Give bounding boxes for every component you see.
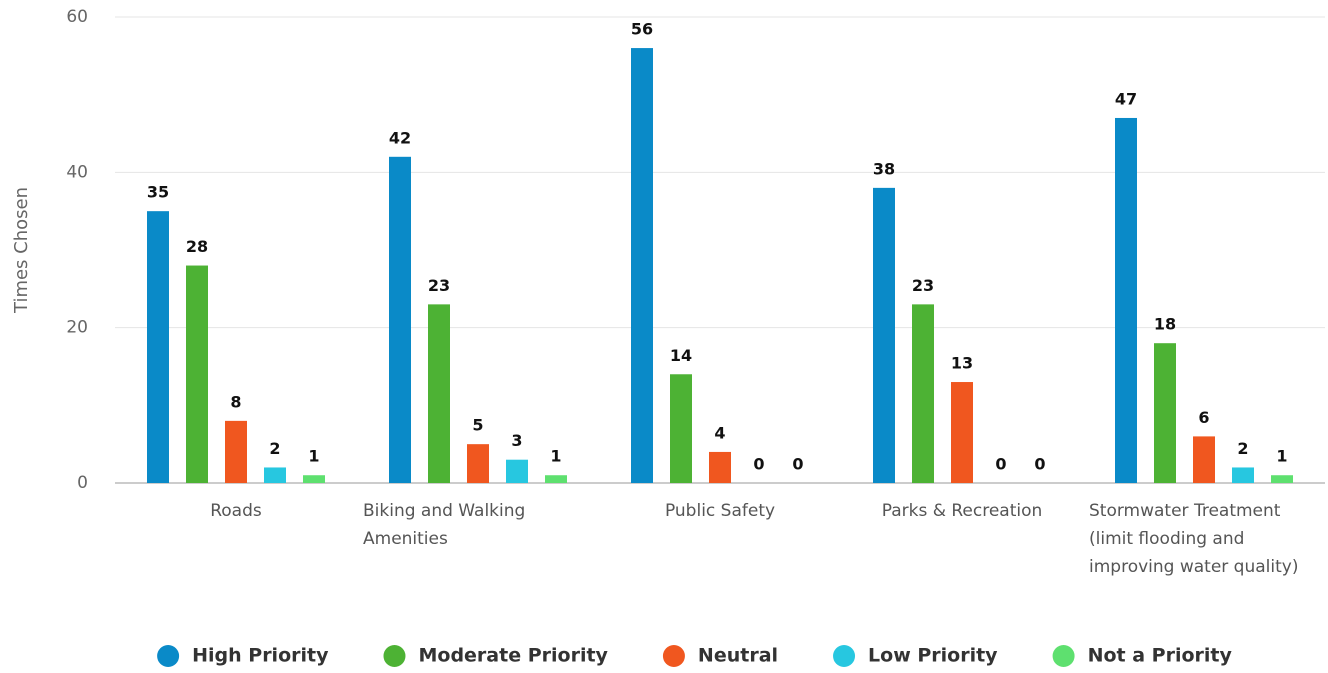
bar	[389, 156, 411, 484]
legend-item: Low Priority	[833, 645, 998, 667]
legend-swatch	[157, 645, 180, 667]
legend-swatch	[383, 645, 406, 667]
legend-swatch	[1052, 645, 1075, 667]
value-label: 1	[308, 447, 319, 466]
x-tick-label-wrap: Biking and Walking Amenities	[363, 497, 593, 553]
bar	[631, 48, 653, 484]
legend-item: Not a Priority	[1052, 645, 1233, 667]
legend-item: Neutral	[662, 645, 778, 667]
legend-label: Low Priority	[868, 645, 998, 667]
y-tick-label: 0	[77, 473, 88, 493]
x-tick-label: Roads	[210, 501, 262, 521]
bar	[670, 374, 692, 483]
bar	[951, 382, 973, 483]
bar	[428, 304, 450, 483]
x-tick-label-box: Parks & Recreation	[847, 497, 1077, 525]
value-label: 0	[792, 455, 803, 474]
legend-label: Neutral	[698, 645, 778, 667]
value-label: 6	[1198, 408, 1209, 427]
y-tick-label: 20	[66, 318, 88, 338]
legend-label: High Priority	[192, 645, 329, 667]
legend-item: Moderate Priority	[383, 645, 609, 667]
x-tick-label-box: Public Safety	[605, 497, 835, 525]
x-tick-label: Biking and Walking Amenities	[363, 501, 526, 549]
x-tick-label-box: Roads	[121, 497, 351, 525]
x-tick-label-box: Stormwater Treatment (limit flooding and…	[1089, 497, 1319, 581]
value-label: 14	[670, 346, 692, 365]
value-label: 18	[1154, 315, 1176, 334]
value-label: 47	[1115, 89, 1137, 108]
bar	[303, 475, 325, 483]
bar	[912, 304, 934, 483]
value-label: 23	[912, 276, 934, 295]
y-tick-label: 40	[66, 162, 88, 182]
value-label: 4	[714, 423, 725, 442]
bar	[506, 459, 528, 483]
value-label: 13	[951, 354, 973, 373]
legend-label: Not a Priority	[1088, 645, 1233, 667]
value-label: 28	[186, 237, 208, 256]
value-label: 1	[550, 447, 561, 466]
value-label: 35	[147, 183, 169, 202]
bar	[709, 451, 731, 483]
value-label: 3	[511, 431, 522, 450]
x-tick-label: Parks & Recreation	[881, 501, 1043, 521]
x-tick-label-box: Biking and Walking Amenities	[363, 497, 593, 553]
value-label: 23	[428, 276, 450, 295]
value-label: 42	[389, 128, 411, 147]
y-tick-label: 60	[66, 7, 88, 27]
x-tick-label: Public Safety	[664, 501, 776, 521]
bar	[264, 467, 286, 483]
legend-swatch	[833, 645, 856, 667]
x-tick-label-wrap: Roads	[121, 497, 351, 525]
value-label: 2	[1237, 439, 1248, 458]
bar	[545, 475, 567, 483]
value-label: 1	[1276, 447, 1287, 466]
x-tick-label-wrap: Parks & Recreation	[847, 497, 1077, 525]
bar	[1193, 436, 1215, 483]
bar	[147, 211, 169, 483]
x-tick-label-wrap: Stormwater Treatment (limit flooding and…	[1089, 497, 1319, 581]
bar	[1232, 467, 1254, 483]
bar	[1154, 343, 1176, 483]
bar	[467, 444, 489, 483]
legend-item: High Priority	[157, 645, 329, 667]
value-label: 56	[631, 20, 653, 39]
legend-label: Moderate Priority	[418, 645, 608, 667]
y-axis-label: Times Chosen	[11, 187, 32, 314]
value-label: 0	[753, 455, 764, 474]
value-label: 5	[472, 416, 483, 435]
value-label: 2	[269, 439, 280, 458]
bar	[1271, 475, 1293, 483]
x-tick-label: Stormwater Treatment (limit flooding and…	[1089, 501, 1299, 577]
bar	[225, 420, 247, 483]
legend-swatch	[662, 645, 685, 667]
value-label: 0	[995, 455, 1006, 474]
bar	[1115, 117, 1137, 483]
bar	[873, 187, 895, 483]
value-label: 38	[873, 159, 895, 178]
x-tick-label-wrap: Public Safety	[605, 497, 835, 525]
bar	[186, 265, 208, 483]
value-label: 0	[1034, 455, 1045, 474]
value-label: 8	[230, 392, 241, 411]
